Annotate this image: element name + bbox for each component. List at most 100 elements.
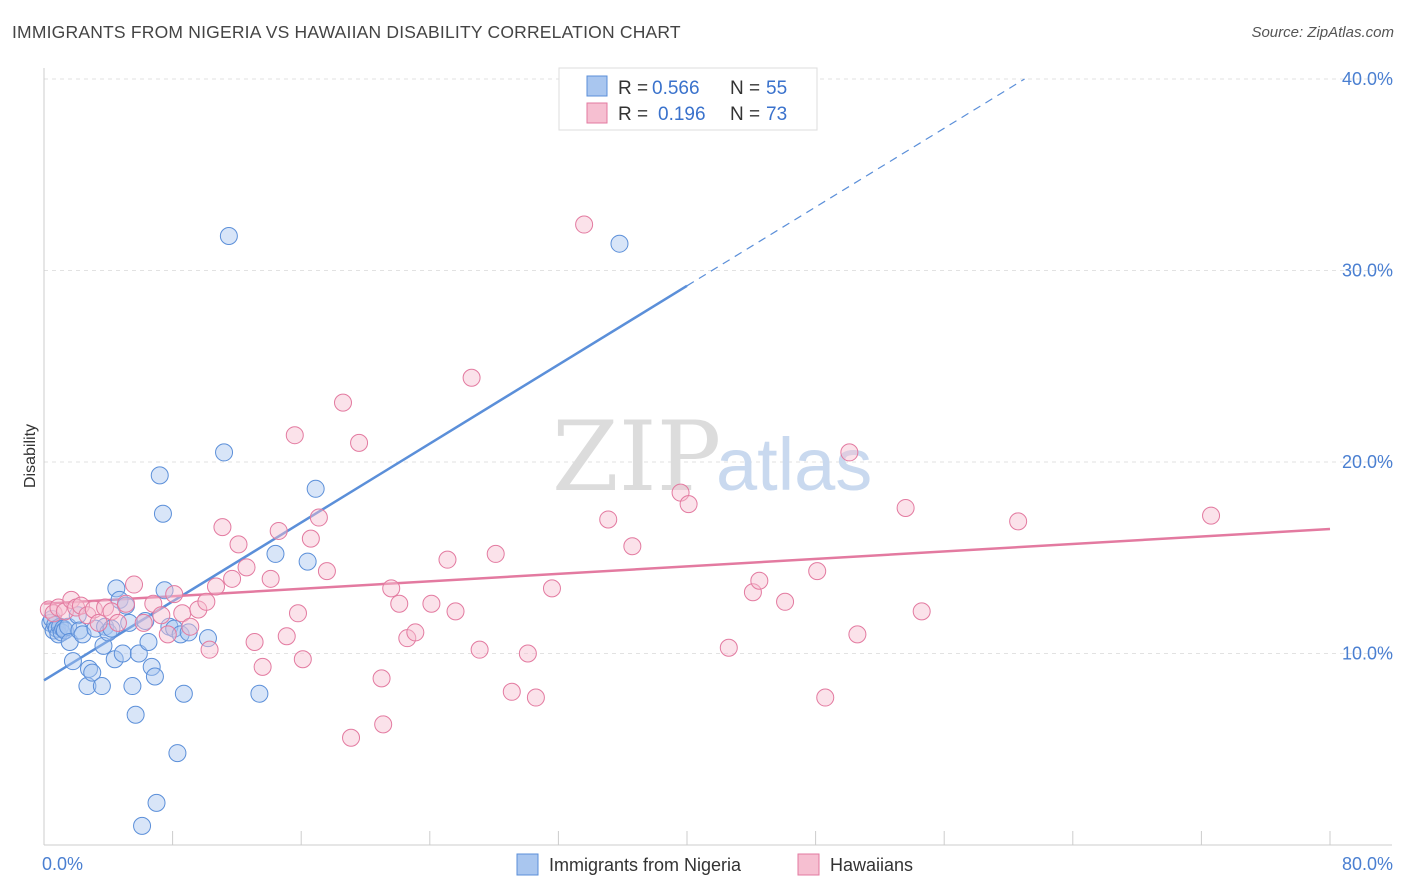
hawaiians-point-27 (223, 569, 242, 588)
watermark-atlas: atlas (716, 423, 872, 506)
hawaiians-point-55 (486, 544, 505, 563)
hawaiians-point-47 (390, 594, 409, 613)
nigeria-point-49 (198, 629, 217, 648)
nigeria-point-45 (168, 744, 187, 763)
chart-title: IMMIGRANTS FROM NIGERIA VS HAWAIIAN DISA… (12, 22, 681, 42)
nigeria-point-47 (174, 684, 193, 703)
hawaiians-point-64 (679, 495, 698, 514)
hawaiians-point-24 (200, 640, 219, 659)
nigeria-point-28 (113, 644, 132, 663)
hawaiians-point-65 (719, 638, 738, 657)
series-swatch-nigeria (516, 853, 539, 876)
hawaiians-point-62 (623, 537, 642, 556)
nigeria-point-42 (155, 581, 174, 600)
hawaiians-point-28 (229, 535, 248, 554)
hawaiians-point-53 (462, 368, 481, 387)
hawaiians-point-67 (750, 571, 769, 590)
hawaiians-point-32 (261, 569, 280, 588)
axes (43, 68, 1392, 846)
series-swatch-hawaiians (797, 853, 820, 876)
hawaiians-point-13 (116, 594, 135, 613)
hawaiians-point-12 (108, 613, 127, 632)
legend-n-value-1: 55 (766, 78, 787, 99)
nigeria-point-41 (153, 504, 172, 523)
legend-r-value-1: 0.566 (652, 78, 700, 99)
hawaiians-point-41 (333, 393, 352, 412)
hawaiians-point-33 (269, 521, 288, 540)
y-axis-label: Disability (22, 424, 39, 488)
hawaiians-point-50 (422, 594, 441, 613)
nigeria-point-38 (145, 667, 164, 686)
hawaiians-point-56 (502, 682, 521, 701)
hawaiians-point-58 (526, 688, 545, 707)
hawaiians-point-46 (382, 579, 401, 598)
series-label-hawaiians: Hawaiians (830, 855, 913, 875)
hawaiians-point-35 (285, 426, 304, 445)
series-legend: Immigrants from Nigeria Hawaiians (516, 853, 913, 876)
hawaiians-point-26 (213, 518, 232, 537)
hawaiians-point-45 (372, 669, 391, 688)
nigeria-point-12 (63, 652, 82, 671)
hawaiians-point-39 (309, 508, 328, 527)
gridlines (44, 78, 1392, 654)
hawaiians-point-66 (743, 583, 762, 602)
hawaiians-point-42 (342, 728, 361, 747)
hawaiians-trend-line (43, 527, 1331, 605)
nigeria-point-33 (129, 644, 148, 663)
hawaiians-point-51 (438, 550, 457, 569)
hawaiians-point-25 (207, 577, 226, 596)
x-tick-label-1: 80.0% (1342, 854, 1393, 874)
hawaiians-point-72 (848, 625, 867, 644)
nigeria-point-20 (92, 677, 111, 696)
hawaiians-point-9 (89, 613, 108, 632)
series-label-nigeria: Immigrants from Nigeria (549, 855, 742, 875)
hawaiians-point-61 (599, 510, 618, 529)
nigeria-point-50 (215, 443, 234, 462)
hawaiians-point-31 (253, 657, 272, 676)
nigeria-point-52 (250, 684, 269, 703)
stats-legend: R = 0.566 N = 55 R = 0.196 N = 73 (558, 67, 818, 131)
source-label: Source: ZipAtlas.com (1251, 24, 1394, 41)
hawaiians-point-76 (1202, 506, 1221, 525)
data-points (39, 215, 1221, 835)
legend-n-value-2: 73 (766, 104, 787, 125)
hawaiians-point-52 (446, 602, 465, 621)
legend-swatch-nigeria (586, 75, 608, 97)
y-tick-labels: 10.0% 20.0% 30.0% 40.0% (1342, 69, 1393, 664)
y-tick-label-2: 30.0% (1342, 261, 1393, 281)
hawaiians-point-75 (1009, 512, 1028, 531)
hawaiians-point-59 (542, 579, 561, 598)
trend-lines (43, 78, 1331, 682)
legend-r-label-1: R = (618, 78, 648, 99)
hawaiians-point-44 (374, 715, 393, 734)
hawaiians-point-29 (237, 558, 256, 577)
nigeria-point-18 (83, 663, 102, 682)
hawaiians-point-8 (84, 600, 103, 619)
nigeria-point-51 (219, 227, 238, 246)
hawaiians-point-19 (165, 585, 184, 604)
hawaiians-point-30 (245, 633, 264, 652)
hawaiians-point-60 (575, 215, 594, 234)
hawaiians-point-69 (808, 562, 827, 581)
legend-n-label-1: N = (730, 78, 760, 99)
hawaiians-point-3 (55, 602, 74, 621)
x-tick-label-0: 0.0% (42, 854, 83, 874)
hawaiians-point-74 (912, 602, 931, 621)
legend-n-label-2: N = (730, 104, 760, 125)
nigeria-point-37 (142, 657, 161, 676)
hawaiians-point-23 (197, 592, 216, 611)
hawaiians-point-1 (44, 604, 63, 623)
nigeria-point-31 (123, 677, 142, 696)
hawaiians-point-71 (840, 443, 859, 462)
nigeria-point-21 (94, 636, 113, 655)
hawaiians-point-21 (181, 617, 200, 636)
nigeria-point-54 (298, 552, 317, 571)
hawaiians-point-40 (317, 562, 336, 581)
nigeria-point-55 (306, 479, 325, 498)
nigeria-point-39 (147, 793, 166, 812)
nigeria-point-32 (126, 705, 145, 724)
hawaiians-point-38 (301, 529, 320, 548)
nigeria-point-36 (139, 633, 158, 652)
y-tick-label-0: 10.0% (1342, 644, 1393, 664)
